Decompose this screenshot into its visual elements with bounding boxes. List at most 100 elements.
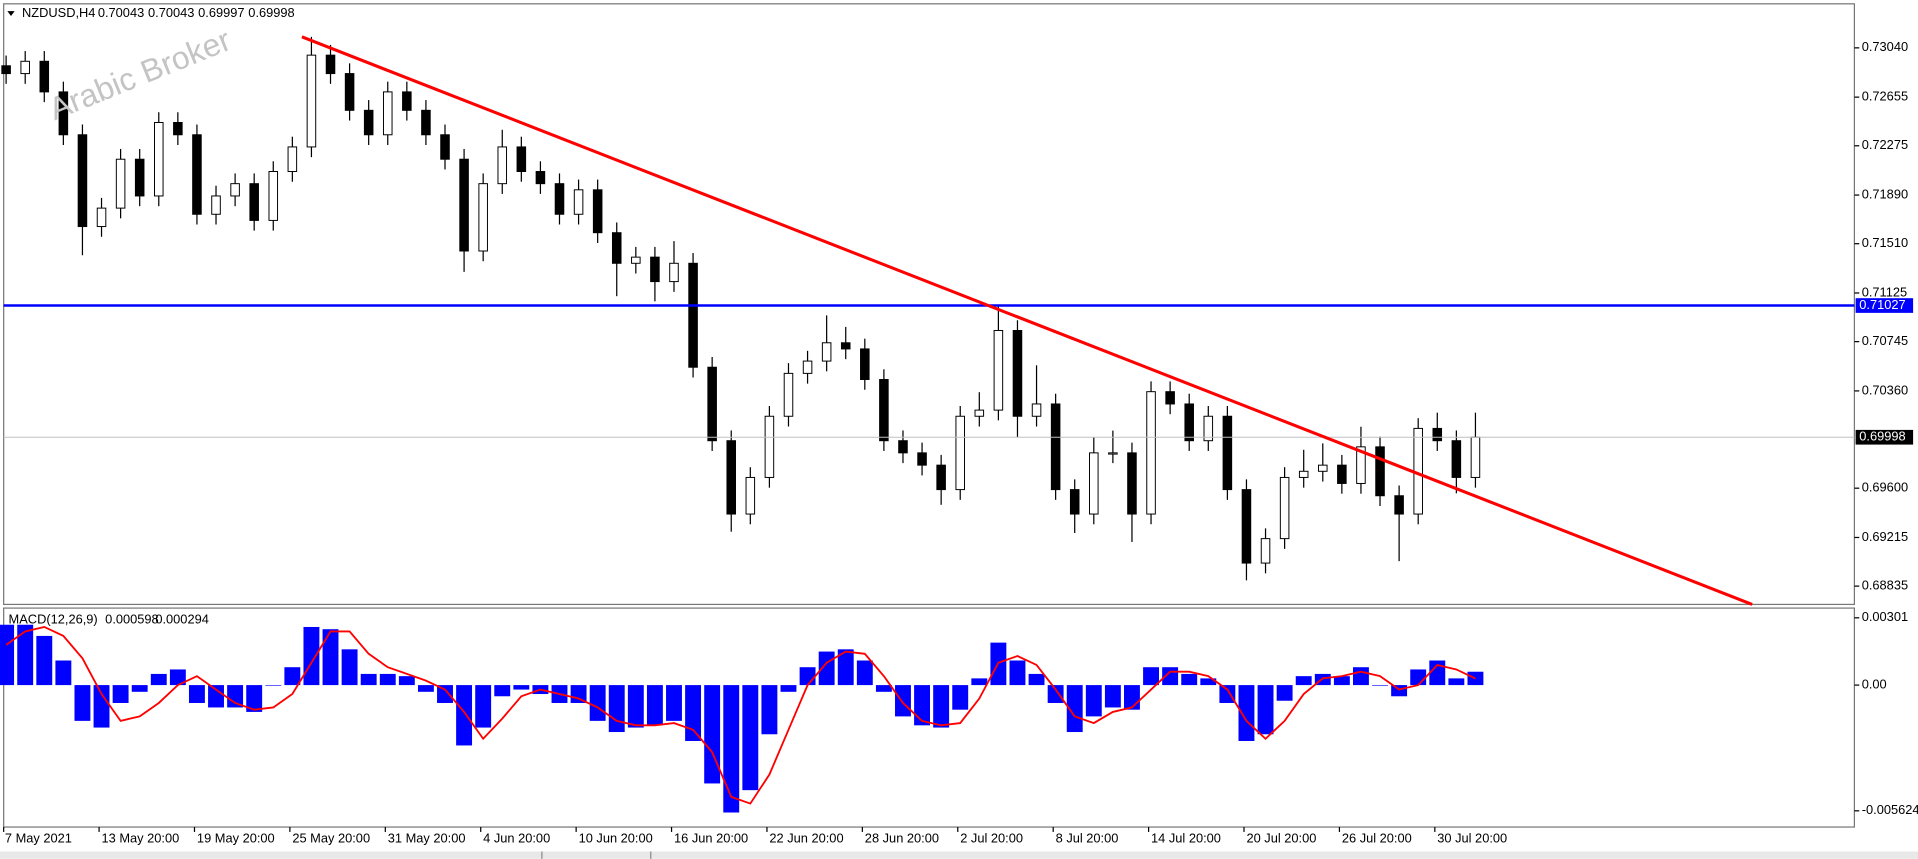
macd-bar <box>55 660 72 686</box>
macd-bar <box>685 685 702 741</box>
macd-bar <box>895 685 911 717</box>
indicator-signal-value: 0.000294 <box>155 612 209 627</box>
y-tick-label: 0.68835 <box>1862 578 1908 593</box>
candle-body <box>1260 538 1271 564</box>
candle-body <box>1165 391 1175 405</box>
x-tick-label: 28 Jun 20:00 <box>865 831 939 846</box>
candle-body <box>459 158 469 252</box>
macd-bar <box>246 685 263 712</box>
macd-bar <box>1124 685 1140 710</box>
macd-bar <box>456 685 473 746</box>
x-tick-label: 13 May 20:00 <box>102 831 180 846</box>
candle-body <box>440 134 450 160</box>
x-tick-label: 14 Jul 20:00 <box>1151 831 1221 846</box>
indicator-title: MACD(12,26,9) <box>9 612 98 627</box>
x-tick-label: 19 May 20:00 <box>197 831 275 846</box>
candle-body <box>821 342 832 362</box>
candle-body <box>592 189 603 234</box>
header-close: 0.69998 <box>248 5 294 20</box>
candle-body <box>39 60 50 93</box>
macd-bar <box>1276 685 1293 701</box>
x-tick-label: 8 Jul 20:00 <box>1056 831 1119 846</box>
x-tick-label: 31 May 20:00 <box>388 831 466 846</box>
candle-body <box>1298 470 1309 478</box>
candle-body <box>77 134 88 228</box>
candle-body <box>382 91 393 136</box>
macd-bar <box>208 685 224 708</box>
candle-body <box>1356 446 1366 484</box>
candle-body <box>115 158 126 209</box>
candle-body <box>535 171 546 185</box>
macd-bar <box>1391 685 1408 697</box>
candle-body <box>898 440 908 454</box>
y-tick-label: 0.69600 <box>1862 480 1908 495</box>
candle-body <box>1069 489 1080 515</box>
candle-body <box>917 452 927 466</box>
candle-body <box>344 73 355 111</box>
candle-body <box>611 232 622 264</box>
candle-body <box>707 366 717 442</box>
candle-body <box>1318 464 1328 472</box>
candle-body <box>1203 415 1214 442</box>
candle-body <box>1108 452 1118 455</box>
candle-body <box>936 464 946 491</box>
candle-body <box>154 121 164 197</box>
candle-body <box>879 379 889 442</box>
candle-body <box>1050 403 1061 491</box>
candle-body <box>840 342 851 350</box>
candle-body <box>20 60 30 75</box>
candle-body <box>421 109 431 136</box>
macd-bar <box>322 629 339 686</box>
candle-body <box>211 195 221 215</box>
header-open: 0.70043 <box>98 5 144 20</box>
y-tick-label: 0.00 <box>1862 676 1887 691</box>
symbol-menu-arrow[interactable] <box>7 11 15 17</box>
candle-body <box>1146 391 1156 515</box>
candle-body <box>726 440 737 515</box>
macd-bar <box>875 685 892 692</box>
macd-bar <box>360 673 377 686</box>
candle-body <box>497 146 508 185</box>
candle-body <box>173 121 183 136</box>
y-tick-label: 0.70745 <box>1862 333 1908 348</box>
x-tick-label: 4 Jun 20:00 <box>483 831 550 846</box>
y-tick-label: -0.005624 <box>1862 802 1918 817</box>
x-tick-label: 16 Jun 20:00 <box>674 831 748 846</box>
macd-bar <box>1257 685 1274 735</box>
horizontal-line-box <box>1855 298 1914 313</box>
signal-line <box>5 626 1476 805</box>
macd-bar <box>169 669 186 686</box>
macd-bar <box>1410 669 1427 686</box>
candle-body <box>1375 446 1385 497</box>
macd-bar <box>437 685 453 703</box>
macd-bar <box>1028 673 1045 686</box>
macd-bar <box>1066 685 1083 733</box>
y-tick-label: 0.71890 <box>1862 186 1908 201</box>
candle-body <box>1241 489 1252 564</box>
candle-body <box>1031 403 1042 417</box>
tab-strip[interactable] <box>0 851 1918 859</box>
candle-body <box>974 409 985 417</box>
y-tick-label: 0.72275 <box>1862 137 1908 152</box>
macd-bar <box>398 676 415 686</box>
header-high: 0.70043 <box>148 5 194 20</box>
macd-bar <box>1333 676 1350 686</box>
candle-body <box>249 183 259 221</box>
candle-body <box>860 348 870 381</box>
macd-bar <box>112 685 129 703</box>
candle-body <box>783 372 794 417</box>
candle-body <box>669 262 679 283</box>
macd-bar <box>1352 667 1369 686</box>
candle-body <box>1279 476 1290 540</box>
candle-body <box>1451 440 1462 478</box>
macd-bar <box>627 685 644 728</box>
candle-body <box>230 183 240 197</box>
candle-body <box>58 91 69 136</box>
macd-bar <box>742 685 759 791</box>
x-tick-label: 7 May 2021 <box>5 831 72 846</box>
macd-bar <box>1372 685 1388 686</box>
macd-bar <box>341 649 358 686</box>
macd-bar <box>1143 667 1159 686</box>
macd-pane <box>3 607 1856 828</box>
y-tick-label: 0.70360 <box>1862 382 1908 397</box>
